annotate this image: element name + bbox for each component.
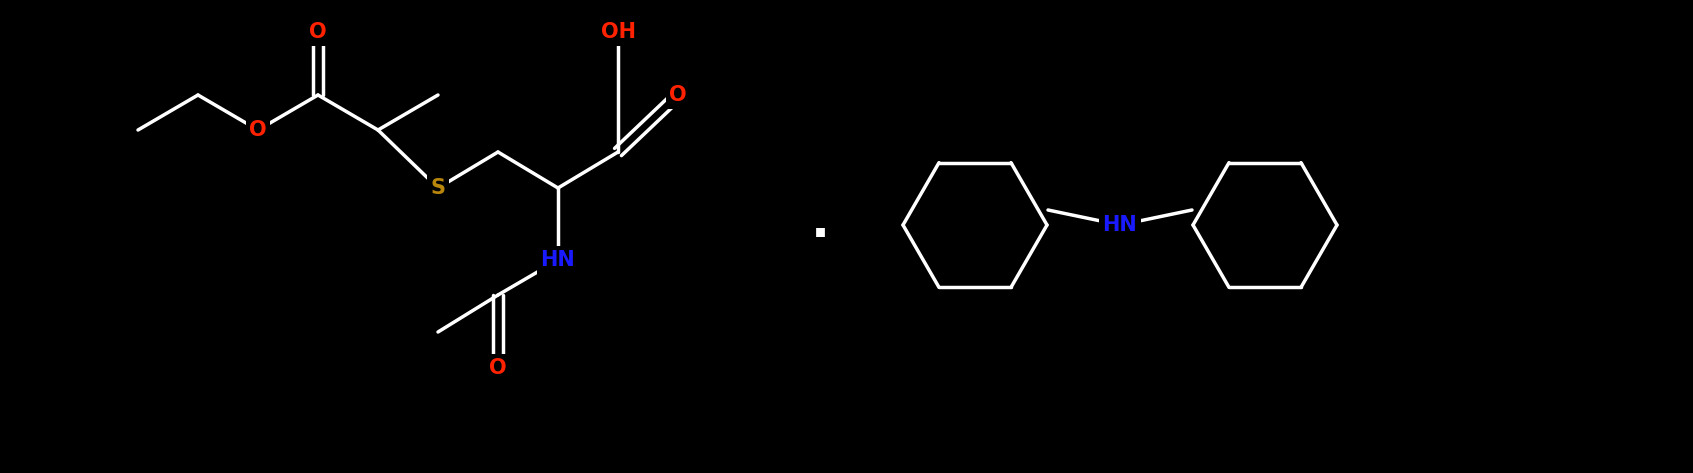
Text: HN: HN: [540, 250, 576, 270]
Text: OH: OH: [601, 22, 635, 42]
Text: O: O: [489, 358, 506, 378]
Text: O: O: [249, 120, 267, 140]
Text: O: O: [669, 85, 687, 105]
Text: O: O: [310, 22, 327, 42]
Text: S: S: [430, 178, 445, 198]
Text: ·: ·: [811, 212, 830, 260]
Text: HN: HN: [1102, 215, 1138, 235]
